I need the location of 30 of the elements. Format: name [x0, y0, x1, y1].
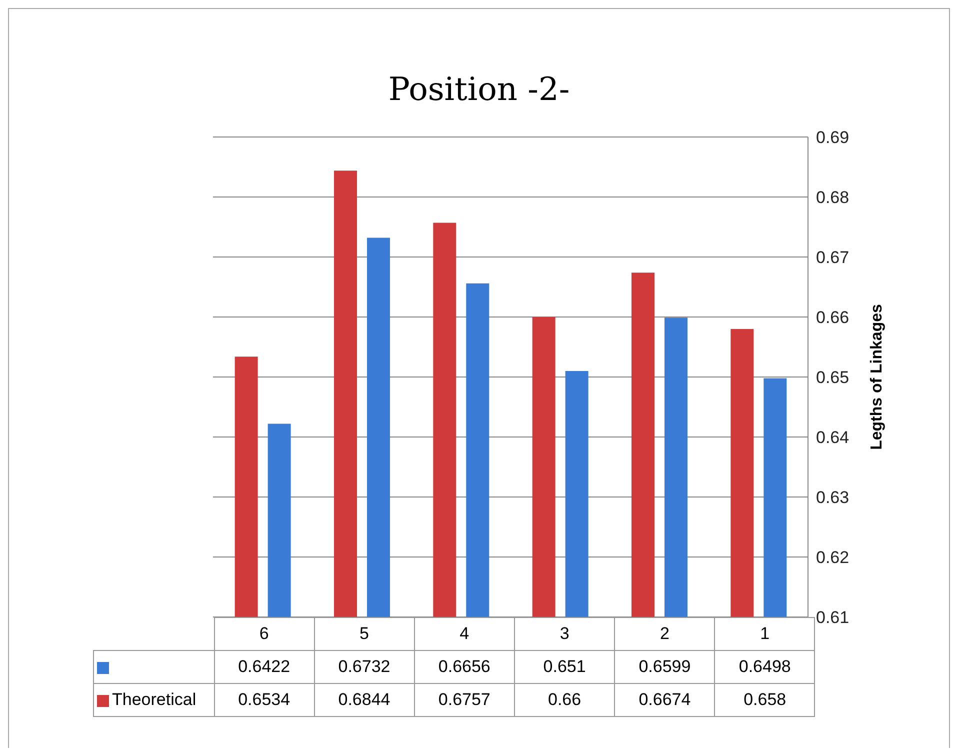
x-tick-label: 5: [314, 618, 414, 650]
x-tick-label: 1: [714, 618, 815, 650]
x-tick-label: 2: [614, 618, 715, 650]
x-tick-label: 6: [214, 618, 314, 650]
x-tick-label: 4: [414, 618, 514, 650]
y-tick-label: 0.62: [816, 548, 850, 568]
data-label: 0.6422: [214, 650, 314, 684]
data-label: 0.6674: [614, 684, 715, 716]
data-label: 0.6599: [614, 650, 715, 684]
data-label: 0.6757: [414, 684, 514, 716]
y-tick-label: 0.68: [816, 188, 850, 208]
y-tick-label: 0.61: [816, 608, 850, 628]
y-tick-label: 0.65: [816, 368, 850, 388]
x-tick-label: 3: [514, 618, 615, 650]
data-label: 0.66: [514, 684, 615, 716]
data-label: 0.6732: [314, 650, 414, 684]
y-tick-label: 0.64: [816, 428, 850, 448]
y-tick-label: 0.66: [816, 308, 850, 328]
y-tick-label: 0.67: [816, 248, 850, 268]
legend-label: Theoretical: [94, 684, 214, 716]
y-axis-title: Legths of Linkages: [868, 304, 886, 450]
data-label: 0.6844: [314, 684, 414, 716]
data-label: 0.6498: [714, 650, 815, 684]
chart-title: Position -2-: [387, 70, 571, 108]
data-label: 0.6534: [214, 684, 314, 716]
y-tick-label: 0.63: [816, 488, 850, 508]
data-label: 0.658: [714, 684, 815, 716]
data-label: 0.651: [514, 650, 615, 684]
y-tick-label: 0.69: [816, 128, 850, 148]
data-label: 0.6656: [414, 650, 514, 684]
